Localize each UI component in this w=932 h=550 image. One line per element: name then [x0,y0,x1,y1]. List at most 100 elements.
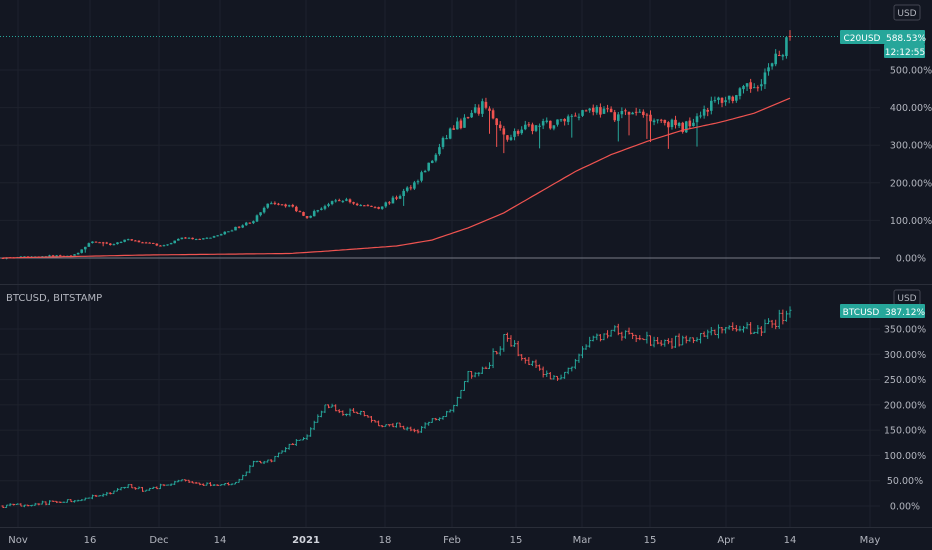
candle-body [531,124,534,132]
candle-body [652,120,656,123]
candle-body [341,201,345,203]
candle-body [205,237,209,239]
candle-body [266,203,270,208]
btcusd-last-value: 387.12% [885,308,925,318]
candle-body [159,245,162,247]
candle-body [269,203,273,205]
candle-body [695,116,699,123]
candle-body [384,202,388,207]
candle-body [109,243,112,245]
candle-body [237,226,241,228]
candle-body [788,36,792,38]
candle-body [298,211,302,213]
candle-body [448,128,452,139]
candle-body [252,221,255,224]
candle-body [352,202,355,204]
time-axis-label: 18 [379,535,392,546]
candle-body [477,107,481,114]
candle-body [777,54,781,56]
candle-body [441,137,445,147]
top-y-tick-label: 400.00% [890,103,932,114]
candle-body [756,87,760,89]
candle-body [373,207,377,209]
c20usd-candles [1,30,792,260]
btcusd-legend-title[interactable]: BTCUSD, BITSTAMP [6,293,102,304]
candle-body [735,95,738,101]
bottom-pane[interactable]: 350.00% 300.00% 250.00% 200.00% 150.00% 100.0… [0,285,926,527]
time-axis[interactable]: Nov 16 Dec 14 2021 18 Feb 15 Mar 15 Apr 14 May [8,535,880,546]
candle-body [620,110,624,115]
candle-body [55,255,58,257]
candle-body [166,244,169,246]
candle-body [391,197,395,204]
candle-body [295,206,298,212]
candle-body [162,245,166,247]
candle-body [348,199,352,203]
candle-body [760,84,763,87]
candle-body [481,101,484,114]
candle-body [602,108,606,114]
candle-body [134,240,137,242]
candle-body [470,112,473,118]
bottom-grid [0,285,880,527]
candle-body [720,97,724,103]
top-price-axis[interactable]: 500.00% 400.00% 300.00% 200.00% 100.00% 0.00% [890,66,932,265]
candle-body [659,119,663,121]
time-axis-label: Dec [149,535,168,546]
bottom-currency-button[interactable]: USD [893,289,921,306]
candle-body [438,147,441,155]
candle-body [570,115,574,117]
candle-body [187,237,191,239]
c20usd-symbol-label: C20USD [844,34,881,44]
candle-body [101,242,105,244]
candle-body [599,107,602,115]
candle-body [191,237,194,240]
candle-body [463,117,466,128]
moving-average-line [2,97,791,259]
btcusd-ohlc-bars [1,306,792,509]
bottom-y-tick-label: 300.00% [884,350,926,361]
time-axis-label: May [860,535,881,546]
time-axis-label: 14 [784,535,797,546]
candle-body [752,87,756,89]
candle-body [684,121,688,133]
bottom-y-tick-label: 250.00% [884,375,926,386]
candle-body [173,240,177,244]
top-pane[interactable]: 500.00% 400.00% 300.00% 200.00% 100.00% 0.00%… [0,0,932,284]
candle-body [645,114,649,116]
candle-body [98,242,101,244]
candle-body [466,117,470,119]
candle-body [141,242,144,244]
candle-body [83,246,87,250]
candle-body [520,129,524,134]
candle-body [126,239,130,241]
time-axis-label: 16 [84,535,97,546]
candle-body [277,203,280,205]
candle-body [452,128,456,130]
bottom-y-tick-label: 50.00% [887,476,923,487]
candle-body [624,110,627,112]
candle-body [316,210,320,212]
candle-body [616,114,620,121]
candle-body [377,207,380,209]
candle-body [280,204,284,206]
candle-body [262,207,266,213]
time-axis-label: 2021 [292,535,320,546]
candle-body [423,171,427,173]
candle-body [334,200,337,202]
c20usd-last-price-tag: C20USD 588.53% 12:12:55 [840,30,926,58]
candle-body [674,119,677,126]
candle-body [459,120,463,129]
candle-body [420,172,423,181]
candle-body [230,230,234,232]
candle-body [677,122,681,126]
candle-body [259,212,262,216]
candle-body [402,190,405,197]
bottom-price-axis[interactable]: 350.00% 300.00% 250.00% 200.00% 150.00% 100.0… [884,325,926,513]
candle-body [130,239,134,241]
top-currency-button[interactable]: USD [893,4,921,21]
bottom-y-tick-label: 0.00% [890,502,920,513]
candle-body [380,206,384,209]
candle-body [202,238,205,240]
